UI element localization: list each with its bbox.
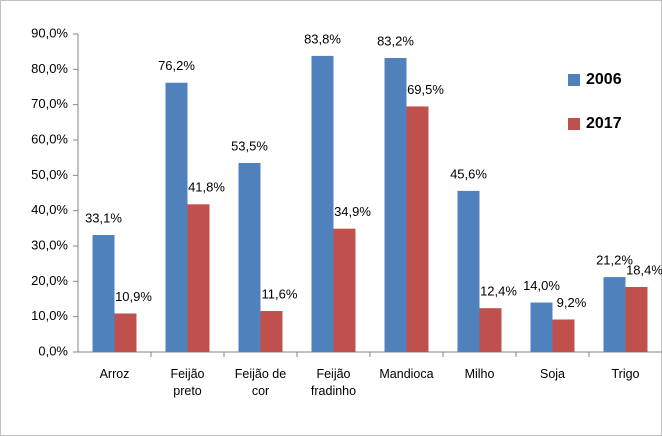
value-label: 33,1%	[85, 210, 122, 225]
legend-swatch	[568, 118, 580, 130]
x-tick-label: Soja	[539, 367, 566, 381]
x-tick-label: Mandioca	[379, 367, 434, 381]
y-tick-label: 0,0%	[38, 343, 68, 358]
bar	[311, 55, 334, 352]
y-tick-label: 70,0%	[31, 96, 68, 111]
value-label: 41,8%	[188, 180, 225, 195]
x-tick-label: Feijão de cor	[234, 367, 287, 398]
legend-swatch	[568, 74, 580, 86]
value-label: 53,5%	[231, 138, 268, 153]
y-tick-label: 80,0%	[31, 61, 68, 76]
bar	[92, 235, 115, 352]
value-label: 45,6%	[450, 166, 487, 181]
bar	[384, 58, 407, 352]
bar	[114, 313, 137, 352]
y-tick-label: 40,0%	[31, 202, 68, 217]
value-label: 12,4%	[480, 284, 517, 299]
y-tick-label: 10,0%	[31, 308, 68, 323]
value-label: 76,2%	[158, 58, 195, 73]
bar	[603, 277, 626, 352]
value-label: 83,2%	[377, 33, 414, 48]
x-tick-label: Trigo	[611, 367, 640, 381]
x-tick-label: Feijão fradinho	[310, 367, 357, 398]
bar	[165, 82, 188, 352]
bar	[457, 190, 480, 352]
value-label: 11,6%	[262, 286, 298, 301]
x-tick-label: Arroz	[99, 367, 130, 381]
legend-label: 2017	[586, 115, 622, 132]
bar	[625, 286, 648, 352]
x-tick-label: Milho	[464, 367, 495, 381]
value-label: 14,0%	[523, 278, 560, 293]
bar	[187, 204, 210, 352]
value-label: 83,8%	[304, 31, 341, 46]
legend-label: 2006	[586, 71, 622, 88]
y-tick-label: 90,0%	[31, 25, 68, 40]
value-label: 21,2%	[596, 253, 633, 268]
value-label: 9,2%	[557, 295, 587, 310]
value-label: 18,4%	[626, 262, 662, 277]
y-tick-label: 60,0%	[31, 131, 68, 146]
bar	[552, 319, 575, 352]
bar	[260, 311, 283, 352]
bar	[238, 162, 261, 352]
value-label: 34,9%	[334, 204, 371, 219]
y-tick-label: 30,0%	[31, 237, 68, 252]
value-label: 10,9%	[115, 289, 152, 304]
y-tick-label: 20,0%	[31, 273, 68, 288]
x-tick-label: Feijão preto	[170, 367, 205, 398]
bar	[530, 302, 553, 352]
bar	[333, 228, 356, 352]
value-label: 69,5%	[407, 82, 444, 97]
y-tick-label: 50,0%	[31, 167, 68, 182]
bar	[479, 308, 502, 352]
bar	[406, 106, 429, 352]
